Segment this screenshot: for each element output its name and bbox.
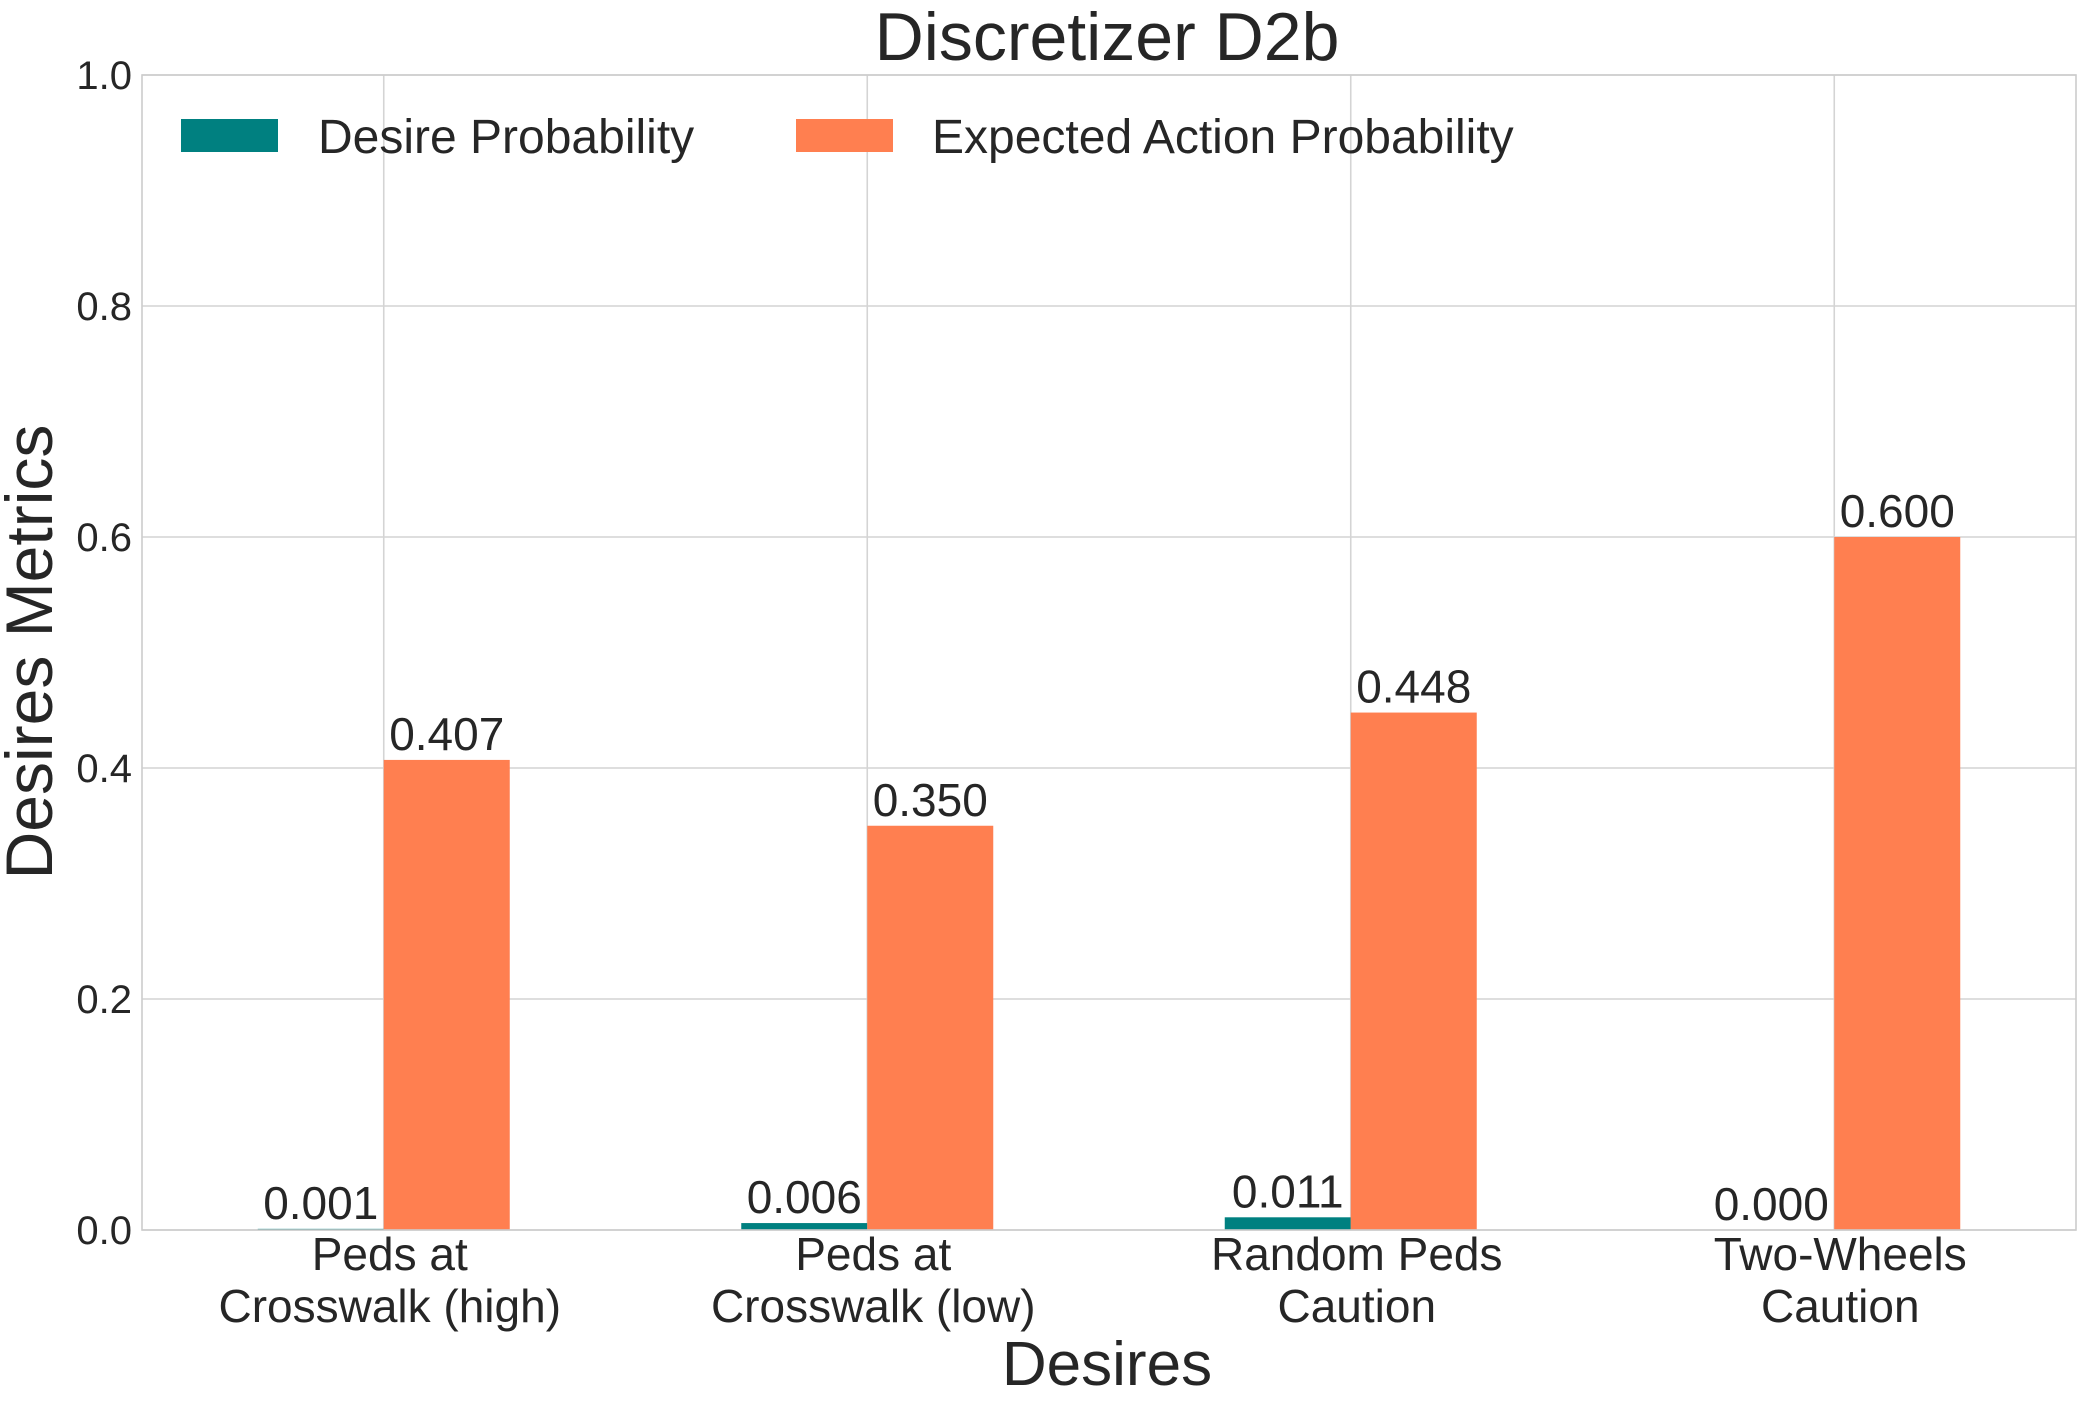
bar-expected-action-probability — [867, 825, 994, 1230]
bar-value-label: 0.350 — [873, 774, 988, 826]
x-tick-label: Caution — [1761, 1280, 1920, 1332]
x-tick-label: Peds at — [795, 1228, 951, 1280]
x-tick-label: Two-Wheels — [1714, 1228, 1967, 1280]
y-axis-label: Desires Metrics — [0, 425, 66, 880]
legend-label: Desire Probability — [318, 111, 694, 164]
x-tick-label: Crosswalk (high) — [218, 1280, 561, 1332]
chart-title: Discretizer D2b — [875, 0, 1340, 75]
y-tick-label: 0.8 — [76, 285, 132, 329]
labels-layer: 0.001 0.006 0.011 0.000 0.407 0.350 0.448 0.600 — [263, 485, 1955, 1230]
x-tick-label: Caution — [1277, 1280, 1436, 1332]
y-tick-label: 1.0 — [76, 54, 132, 98]
plot-frame — [141, 74, 2077, 1231]
bar-value-label: 0.006 — [747, 1171, 862, 1223]
y-tick-label: 0.4 — [76, 747, 132, 791]
bar-expected-action-probability — [383, 759, 510, 1230]
y-tick-label: 0.2 — [76, 978, 132, 1022]
x-tick-label: Crosswalk (low) — [711, 1280, 1036, 1332]
bar-value-label: 0.000 — [1714, 1178, 1829, 1230]
bar-desire-probability — [1224, 1217, 1351, 1230]
bars-layer — [257, 537, 1961, 1231]
y-tick-label: 0.6 — [76, 516, 132, 560]
legend-label: Expected Action Probability — [932, 111, 1514, 164]
bar-value-label: 0.011 — [1232, 1165, 1344, 1217]
x-tick-label: Random Peds — [1211, 1228, 1503, 1280]
bar-value-label: 0.001 — [263, 1177, 378, 1229]
bar-value-label: 0.600 — [1840, 485, 1955, 537]
legend: Desire Probability Expected Action Probab… — [181, 111, 1514, 164]
y-tick-label: 0.0 — [76, 1209, 132, 1253]
x-tick-label: Peds at — [312, 1228, 468, 1280]
bar-value-label: 0.448 — [1356, 661, 1471, 713]
legend-swatch — [796, 119, 893, 152]
bar-desire-probability — [741, 1223, 868, 1230]
bar-expected-action-probability — [1834, 537, 1961, 1230]
bar-value-label: 0.407 — [389, 708, 504, 760]
legend-swatch — [181, 119, 278, 152]
x-axis-label: Desires — [1002, 1330, 1212, 1399]
bar-expected-action-probability — [1350, 712, 1477, 1230]
